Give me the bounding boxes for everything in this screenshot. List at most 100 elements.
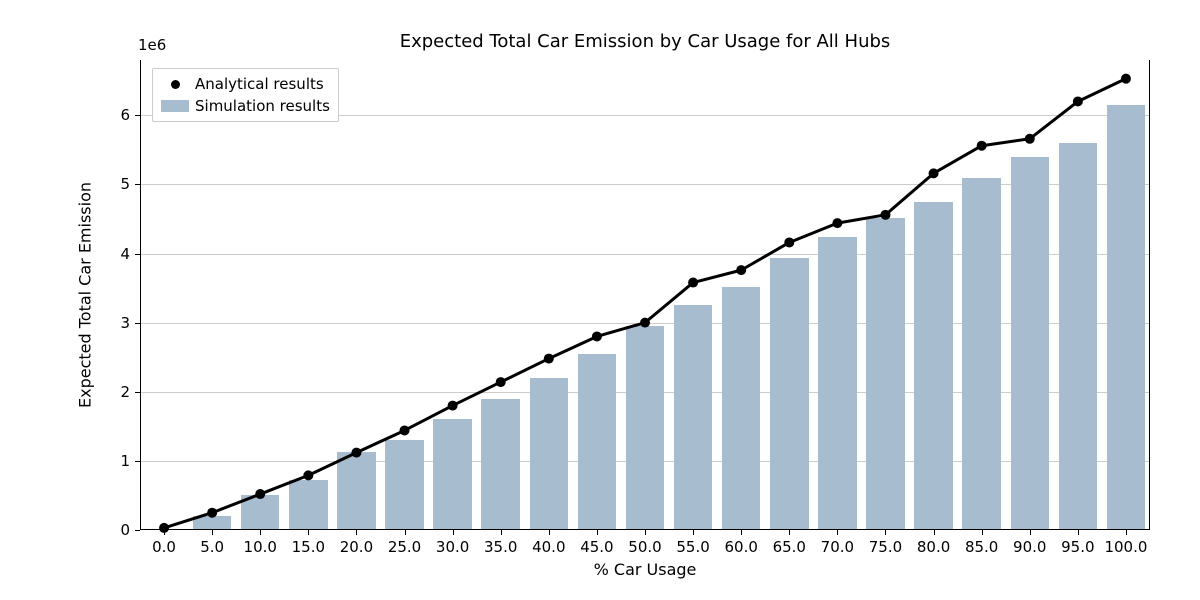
x-tick-label: 70.0 xyxy=(821,538,854,556)
x-tick-mark xyxy=(260,530,261,535)
x-tick-mark xyxy=(982,530,983,535)
analytical-marker xyxy=(929,168,939,178)
legend-label-simulation: Simulation results xyxy=(189,97,330,115)
bar xyxy=(1011,157,1049,530)
y-tick-mark xyxy=(135,323,140,324)
x-tick-label: 35.0 xyxy=(484,538,517,556)
x-tick-mark xyxy=(164,530,165,535)
y-tick-label: 4 xyxy=(120,245,130,263)
bar xyxy=(626,326,664,530)
x-tick-label: 40.0 xyxy=(532,538,565,556)
bar xyxy=(1059,143,1097,530)
legend: Analytical results Simulation results xyxy=(152,68,339,122)
x-tick-mark xyxy=(597,530,598,535)
x-tick-mark xyxy=(308,530,309,535)
x-tick-label: 10.0 xyxy=(244,538,277,556)
x-tick-mark xyxy=(1078,530,1079,535)
y-tick-mark xyxy=(135,254,140,255)
x-tick-label: 95.0 xyxy=(1061,538,1094,556)
y-tick-mark xyxy=(135,392,140,393)
bar xyxy=(241,495,279,530)
y-tick-label: 5 xyxy=(120,175,130,193)
y-tick-mark xyxy=(135,530,140,531)
x-tick-mark xyxy=(549,530,550,535)
y-tick-mark xyxy=(135,461,140,462)
x-tick-label: 60.0 xyxy=(724,538,757,556)
bar xyxy=(337,452,375,530)
x-tick-label: 20.0 xyxy=(340,538,373,556)
analytical-marker xyxy=(496,377,506,387)
bar xyxy=(481,399,519,530)
y-axis-offset-text: 1e6 xyxy=(138,36,166,54)
x-tick-mark xyxy=(885,530,886,535)
x-tick-mark xyxy=(405,530,406,535)
x-tick-label: 65.0 xyxy=(773,538,806,556)
analytical-marker xyxy=(592,331,602,341)
x-tick-mark xyxy=(837,530,838,535)
bar xyxy=(433,419,471,530)
x-tick-mark xyxy=(1030,530,1031,535)
x-tick-mark xyxy=(212,530,213,535)
x-tick-label: 80.0 xyxy=(917,538,950,556)
x-tick-label: 25.0 xyxy=(388,538,421,556)
bar xyxy=(722,287,760,530)
x-tick-label: 100.0 xyxy=(1104,538,1147,556)
y-tick-label: 1 xyxy=(120,452,130,470)
legend-patch-icon xyxy=(161,100,189,112)
x-tick-label: 90.0 xyxy=(1013,538,1046,556)
y-tick-label: 2 xyxy=(120,383,130,401)
legend-item-analytical: Analytical results xyxy=(161,73,330,95)
bar xyxy=(193,516,231,530)
x-tick-mark xyxy=(789,530,790,535)
x-tick-mark xyxy=(1126,530,1127,535)
y-axis-label: Expected Total Car Emission xyxy=(76,182,95,408)
analytical-marker xyxy=(1025,134,1035,144)
y-tick-label: 6 xyxy=(120,106,130,124)
legend-label-analytical: Analytical results xyxy=(189,75,324,93)
analytical-marker xyxy=(688,278,698,288)
x-tick-mark xyxy=(356,530,357,535)
y-tick-mark xyxy=(135,184,140,185)
bar xyxy=(674,305,712,530)
bar xyxy=(914,202,952,530)
x-tick-label: 55.0 xyxy=(676,538,709,556)
y-tick-mark xyxy=(135,115,140,116)
bar xyxy=(770,258,808,530)
x-tick-label: 45.0 xyxy=(580,538,613,556)
spine-left xyxy=(140,60,141,530)
y-tick-label: 3 xyxy=(120,314,130,332)
x-tick-mark xyxy=(934,530,935,535)
bar xyxy=(962,178,1000,531)
bar xyxy=(289,480,327,530)
analytical-marker xyxy=(784,237,794,247)
x-tick-mark xyxy=(693,530,694,535)
analytical-marker xyxy=(736,265,746,275)
bar xyxy=(578,354,616,530)
x-tick-mark xyxy=(453,530,454,535)
x-tick-mark xyxy=(501,530,502,535)
analytical-marker xyxy=(1073,96,1083,106)
analytical-marker xyxy=(544,354,554,364)
y-tick-label: 0 xyxy=(120,521,130,539)
x-tick-label: 85.0 xyxy=(965,538,998,556)
x-tick-mark xyxy=(741,530,742,535)
axes-area: 0.05.010.015.020.025.030.035.040.045.050… xyxy=(140,60,1150,530)
bar xyxy=(385,440,423,530)
legend-item-simulation: Simulation results xyxy=(161,95,330,117)
spine-right xyxy=(1149,60,1150,530)
figure: 0.05.010.015.020.025.030.035.040.045.050… xyxy=(0,0,1200,600)
chart-title: Expected Total Car Emission by Car Usage… xyxy=(400,31,891,52)
bar xyxy=(866,218,904,530)
analytical-marker xyxy=(832,218,842,228)
analytical-marker xyxy=(977,141,987,151)
x-axis-label: % Car Usage xyxy=(594,560,697,579)
analytical-marker xyxy=(400,425,410,435)
analytical-marker xyxy=(1121,74,1131,84)
x-tick-label: 50.0 xyxy=(628,538,661,556)
bar xyxy=(1107,105,1145,530)
x-tick-label: 30.0 xyxy=(436,538,469,556)
analytical-marker xyxy=(448,401,458,411)
x-tick-label: 75.0 xyxy=(869,538,902,556)
analytical-marker xyxy=(303,470,313,480)
x-tick-label: 5.0 xyxy=(200,538,224,556)
